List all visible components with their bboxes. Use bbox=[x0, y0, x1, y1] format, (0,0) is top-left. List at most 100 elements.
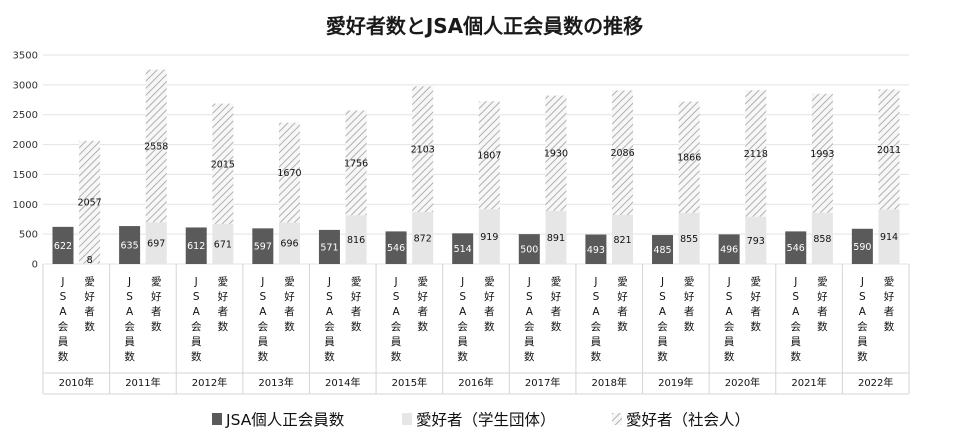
year-label: 2010年 bbox=[59, 376, 94, 389]
bar-jsa bbox=[52, 226, 74, 264]
bar-jsa bbox=[718, 234, 740, 264]
data-label-society: 2011 bbox=[877, 145, 901, 156]
bar-society bbox=[145, 69, 167, 223]
category-label-enthusiast: 愛好者数 bbox=[417, 275, 428, 333]
data-label-jsa: 500 bbox=[520, 245, 538, 256]
data-label-society: 1807 bbox=[477, 151, 501, 162]
year-label: 2013年 bbox=[258, 376, 293, 389]
bar-jsa bbox=[385, 231, 407, 264]
y-tick-label: 3000 bbox=[13, 80, 38, 91]
category-label-enthusiast: 愛好者数 bbox=[351, 275, 362, 333]
bar-jsa bbox=[318, 229, 340, 264]
data-label-society: 2057 bbox=[78, 198, 102, 209]
category-label-jsa: J S A 会員数 bbox=[324, 276, 335, 363]
year-label: 2014年 bbox=[325, 376, 360, 389]
category-label-enthusiast: 愛好者数 bbox=[684, 275, 695, 333]
data-label-society: 2103 bbox=[411, 145, 435, 156]
data-label-jsa: 590 bbox=[853, 242, 871, 253]
year-label: 2019年 bbox=[658, 376, 693, 389]
legend-label: 愛好者（学生団体） bbox=[416, 411, 556, 429]
year-label: 2016年 bbox=[458, 376, 493, 389]
bar-jsa bbox=[119, 226, 141, 264]
chart-title: 愛好者数とJSA個人正会員数の推移 bbox=[325, 14, 644, 38]
data-label-student: 696 bbox=[280, 239, 298, 250]
category-label-enthusiast: 愛好者数 bbox=[551, 275, 562, 333]
category-label-enthusiast: 愛好者数 bbox=[751, 275, 762, 333]
category-label-jsa: J S A 会員数 bbox=[791, 276, 802, 363]
category-label-jsa: J S A 会員数 bbox=[457, 276, 468, 363]
data-label-society: 2118 bbox=[744, 149, 768, 160]
bar-student bbox=[278, 222, 300, 264]
data-label-student: 858 bbox=[813, 234, 831, 245]
category-label-jsa: J S A 会員数 bbox=[191, 276, 202, 363]
bar-society bbox=[79, 140, 101, 264]
bar-jsa bbox=[785, 231, 807, 264]
bar-jsa bbox=[652, 235, 674, 264]
bar-society bbox=[278, 122, 300, 223]
bar-jsa bbox=[252, 228, 274, 264]
year-label: 2021年 bbox=[791, 376, 826, 389]
bar-society bbox=[678, 101, 700, 213]
category-label-enthusiast: 愛好者数 bbox=[884, 275, 895, 333]
bar-society bbox=[478, 101, 500, 210]
bar-student bbox=[345, 215, 367, 264]
data-label-student: 891 bbox=[547, 233, 565, 244]
category-label-enthusiast: 愛好者数 bbox=[84, 275, 95, 333]
bar-student bbox=[745, 216, 767, 264]
bar-jsa bbox=[185, 227, 207, 264]
data-label-student: 671 bbox=[214, 239, 232, 250]
data-label-jsa: 571 bbox=[320, 242, 338, 253]
data-label-society: 1866 bbox=[677, 153, 701, 164]
bar-society bbox=[212, 103, 234, 224]
data-label-society: 2086 bbox=[610, 148, 634, 159]
data-label-student: 816 bbox=[347, 235, 365, 246]
legend-label: 愛好者（社会人） bbox=[626, 411, 750, 429]
y-tick-label: 3500 bbox=[13, 51, 38, 62]
bar-jsa bbox=[452, 233, 474, 264]
y-tick-label: 1500 bbox=[13, 170, 38, 181]
category-label-jsa: J S A 会員数 bbox=[391, 276, 402, 363]
data-label-student: 914 bbox=[880, 232, 898, 243]
data-label-society: 1756 bbox=[344, 158, 368, 169]
y-tick-label: 0 bbox=[32, 260, 38, 271]
category-label-enthusiast: 愛好者数 bbox=[617, 275, 628, 333]
category-label-enthusiast: 愛好者数 bbox=[284, 275, 295, 333]
y-tick-label: 2000 bbox=[13, 140, 38, 151]
legend-swatch bbox=[212, 413, 222, 425]
data-label-society: 1993 bbox=[810, 149, 834, 160]
category-label-enthusiast: 愛好者数 bbox=[817, 275, 828, 333]
data-label-society: 1930 bbox=[544, 149, 568, 160]
bar-society bbox=[545, 95, 567, 211]
legend-label: JSA個人正会員数 bbox=[225, 411, 345, 429]
data-label-student: 793 bbox=[747, 236, 765, 247]
data-label-jsa: 496 bbox=[720, 245, 738, 256]
category-label-jsa: J S A 会員数 bbox=[58, 276, 69, 363]
y-tick-label: 1000 bbox=[13, 200, 38, 211]
data-label-jsa: 514 bbox=[454, 244, 472, 255]
bar-student bbox=[878, 209, 900, 264]
year-label: 2018年 bbox=[592, 376, 627, 389]
data-label-student: 872 bbox=[414, 233, 432, 244]
data-label-jsa: 597 bbox=[254, 242, 272, 253]
year-label: 2017年 bbox=[525, 376, 560, 389]
category-label-jsa: J S A 会員数 bbox=[258, 276, 269, 363]
data-label-student: 855 bbox=[680, 234, 698, 245]
bar-student bbox=[545, 210, 567, 264]
category-label-jsa: J S A 会員数 bbox=[591, 276, 602, 363]
bar-student bbox=[678, 212, 700, 264]
bar-society bbox=[612, 90, 634, 215]
legend-swatch bbox=[402, 413, 412, 425]
bar-jsa bbox=[585, 234, 607, 264]
data-label-student: 821 bbox=[613, 235, 631, 246]
bar-student bbox=[212, 223, 234, 264]
bar-society bbox=[412, 86, 434, 212]
data-label-student: 697 bbox=[147, 239, 165, 250]
category-label-jsa: J S A 会員数 bbox=[657, 276, 668, 363]
data-label-society: 2558 bbox=[144, 142, 168, 153]
bar-student bbox=[145, 222, 167, 264]
bar-society bbox=[811, 93, 833, 213]
data-label-jsa: 612 bbox=[187, 241, 205, 252]
data-label-jsa: 546 bbox=[787, 243, 805, 254]
